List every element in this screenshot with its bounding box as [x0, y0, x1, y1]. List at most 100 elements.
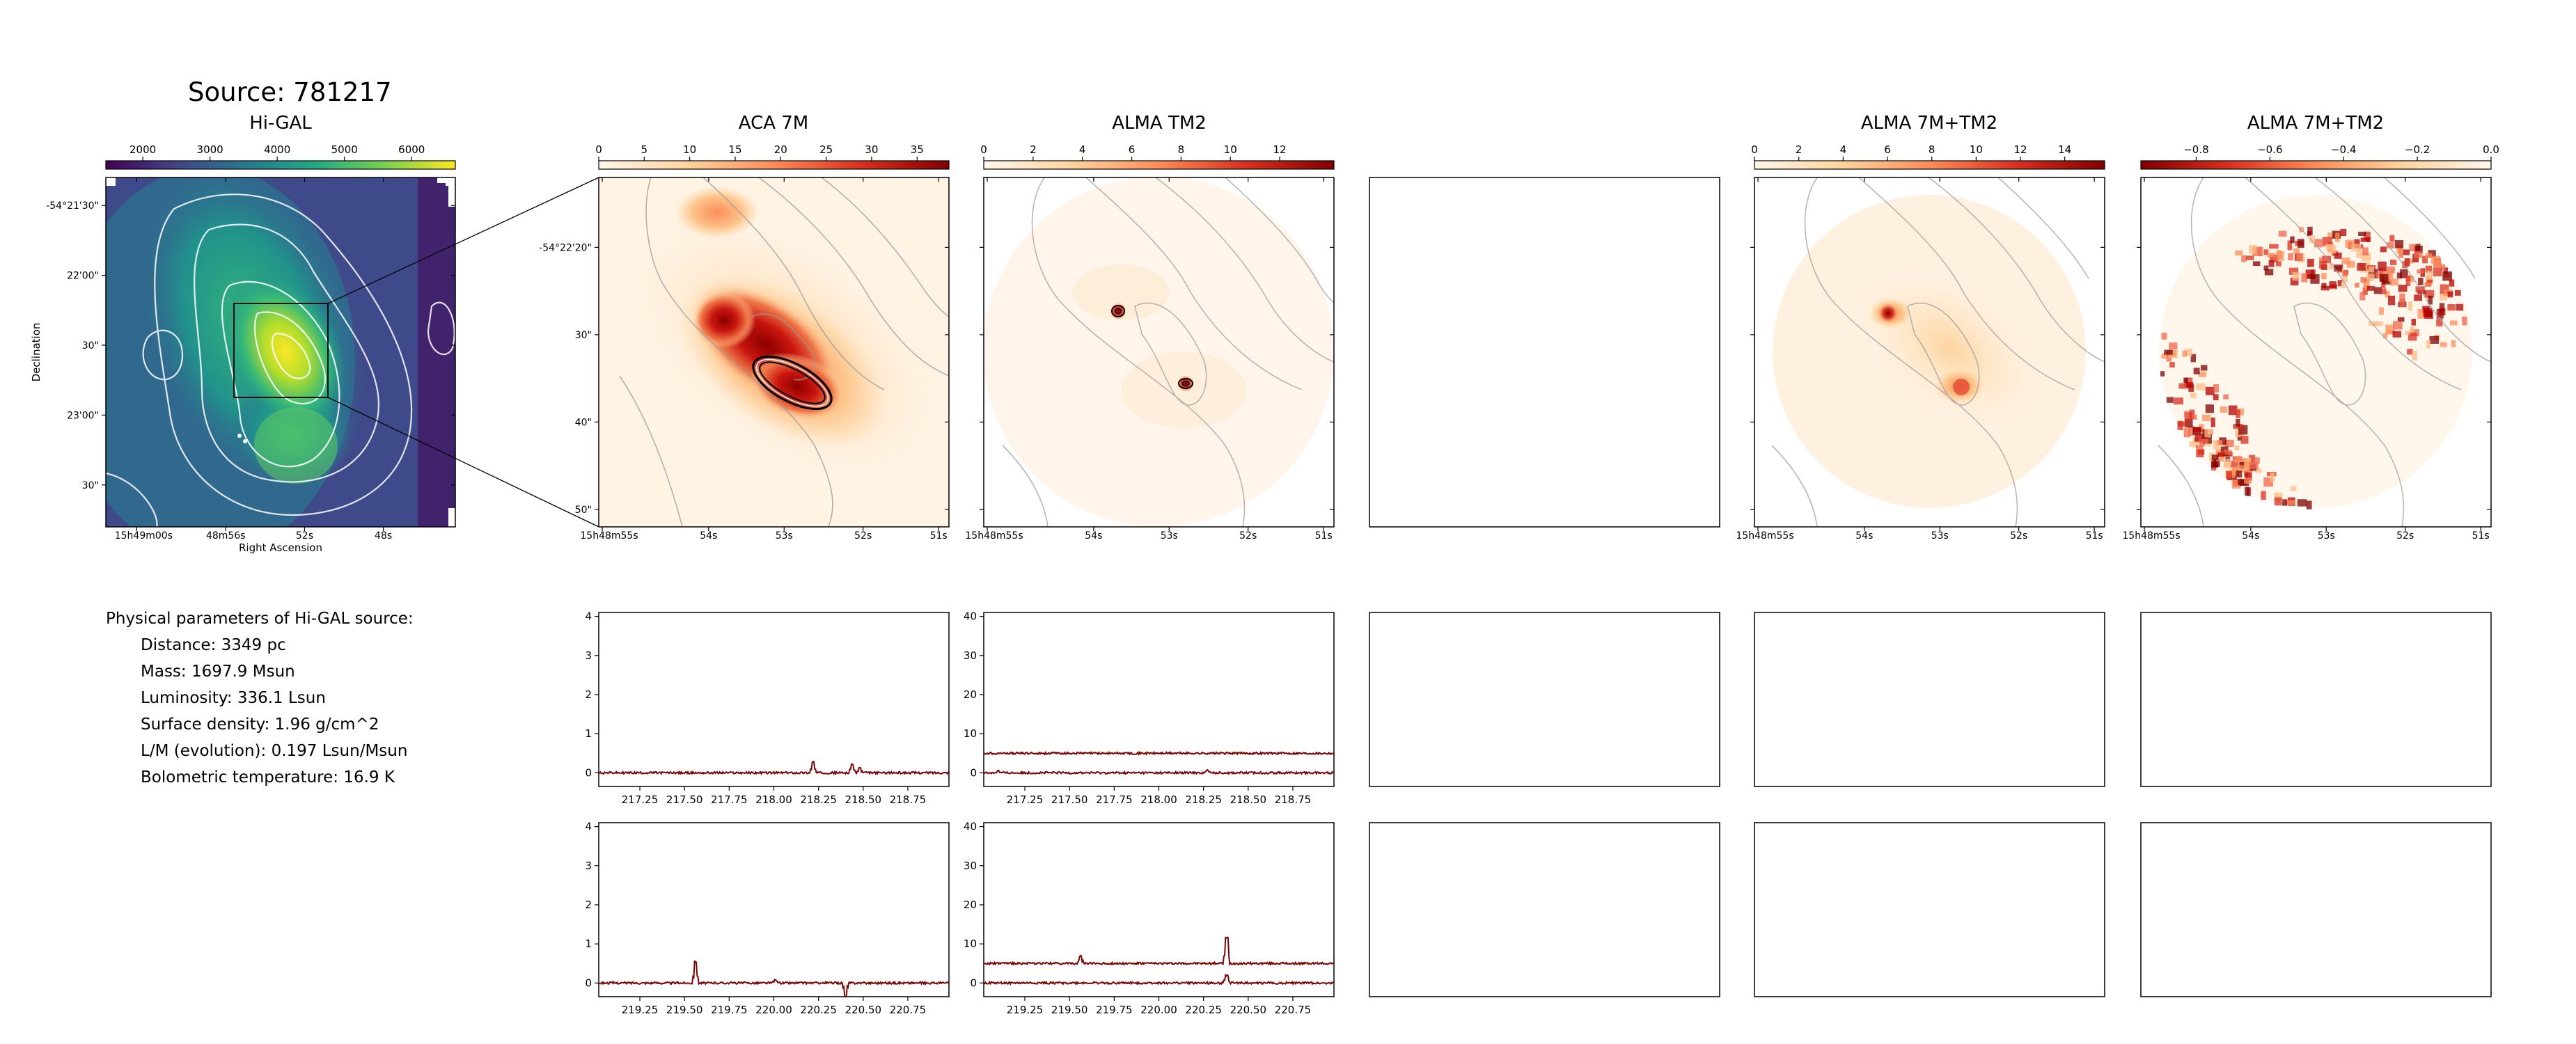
alpha-pixel — [2204, 429, 2211, 438]
alpha-pixel — [2224, 450, 2232, 455]
alpha-pixel — [2456, 303, 2464, 311]
alpha-pixel — [2309, 235, 2315, 244]
param-evolution: L/M (evolution): 0.197 Lsun/Msun — [141, 742, 408, 760]
alpha-pixel — [2440, 342, 2447, 347]
alpha-pixel — [2263, 249, 2269, 255]
y-tick-label: 40 — [964, 610, 977, 623]
alpha-pixel — [2205, 386, 2215, 395]
alpha-pixel — [2373, 322, 2384, 326]
alpha-pixel — [2282, 499, 2288, 506]
alpha-pixel — [2270, 472, 2275, 482]
alpha-pixel — [2321, 273, 2327, 280]
alpha-pixel — [2399, 299, 2405, 308]
alpha-pixel — [2305, 269, 2314, 279]
y-tick-label: 50" — [575, 505, 592, 516]
alpha-pixel — [2224, 439, 2234, 448]
alpha-pixel — [2451, 340, 2456, 347]
alpha-pixel — [2429, 335, 2440, 344]
alpha-pixel — [2440, 264, 2446, 271]
alpha-pixel — [2378, 307, 2384, 315]
alpha-pixel — [2254, 457, 2260, 464]
alpha-pixel — [2399, 293, 2405, 302]
y-tick-label: 3 — [585, 860, 592, 872]
physical-parameters: Physical parameters of Hi-GAL source: Di… — [106, 606, 414, 791]
alpha-pixel — [2184, 411, 2189, 418]
colorbar-tick-label: 0 — [595, 143, 602, 156]
x-tick-label: 220.75 — [890, 1004, 927, 1016]
alpha-pixel — [2366, 274, 2375, 281]
colorbar-tick-label: 4000 — [264, 143, 290, 156]
alpha-pixel — [2224, 458, 2232, 466]
x-tick-label: 219.50 — [666, 1004, 703, 1016]
alpha-pixel — [2329, 281, 2337, 289]
y-ticks — [1750, 246, 2105, 510]
alpha-pixel — [2184, 349, 2192, 356]
colorbar-tick-label: 4 — [1079, 143, 1086, 156]
alpha-pixel — [2252, 261, 2261, 267]
y-ticks — [2137, 246, 2491, 510]
alpha-pixel — [2412, 253, 2419, 262]
alpha-pixel — [2436, 319, 2443, 326]
alpha-pixel — [2462, 316, 2467, 326]
x-tick-label: 220.50 — [1230, 1004, 1267, 1016]
tm2-map: 15h48m55s 54s 53s 52s 51s — [965, 177, 1335, 541]
empty-spectrum-panel — [1369, 822, 1720, 997]
alpha-pixel — [2414, 251, 2423, 258]
spectrum-series-overlay — [983, 752, 1335, 755]
y-tick-label: 30" — [575, 330, 592, 341]
colorbar-tick-label: 2000 — [129, 143, 156, 156]
alpha-pixel — [2378, 261, 2387, 271]
alpha-pixel — [2213, 394, 2219, 401]
alpha-pixel — [2357, 262, 2367, 271]
x-tick-label: 217.75 — [1096, 793, 1133, 806]
x-tick-label: 52s — [2396, 530, 2414, 541]
alpha-pixel — [2423, 308, 2432, 318]
higal-contours — [106, 193, 455, 527]
panel-title-higal: Hi-GAL — [249, 113, 312, 134]
alpha-pixel — [2205, 404, 2214, 413]
x-tick-label: 48m56s — [206, 530, 246, 541]
alpha-pixel — [2245, 255, 2254, 260]
x-tick-label: 217.50 — [666, 793, 703, 806]
alpha-pixel — [2425, 265, 2433, 273]
alpha-pixel — [2354, 239, 2360, 248]
alpha-pixel — [2244, 477, 2252, 484]
x-tick-label: 53s — [2318, 530, 2335, 541]
alpha-pixel — [2389, 260, 2397, 265]
x-ticks: 15h48m55s 54s 53s 52s 51s — [2122, 177, 2490, 541]
alpha-pixel — [2439, 293, 2448, 301]
alpha-pixel — [2161, 353, 2167, 359]
spectrum-aca-row1: 217.25 217.50 217.75 218.00 218.25 218.50 218.… — [585, 610, 950, 806]
alpha-pixel — [2386, 330, 2396, 335]
x-tick-label: 219.25 — [1007, 1004, 1044, 1016]
alpha-pixel — [2234, 457, 2243, 464]
alpha-pixel — [2249, 454, 2256, 464]
alpha-pixel — [2254, 468, 2262, 473]
alpha-pixel — [2285, 500, 2295, 505]
alpha-pixel — [2240, 458, 2249, 464]
colorbar-tick-label: 12 — [1273, 143, 1287, 156]
alpha-pixel — [2319, 260, 2327, 269]
colorbar-tick-label: 14 — [2058, 143, 2071, 156]
alpha-pixel — [2449, 320, 2458, 326]
alpha-pixel — [2447, 304, 2456, 311]
alpha-pixel — [2408, 332, 2417, 341]
y-tick-label: 1 — [585, 938, 592, 950]
alpha-pixel — [2228, 405, 2238, 416]
x-tick-label: 218.00 — [1140, 793, 1177, 806]
alpha-pixel — [2168, 349, 2178, 358]
empty-spectrum-panel — [1754, 612, 2105, 787]
alpha-pixel — [2223, 394, 2229, 400]
alpha-pixel — [2414, 294, 2423, 301]
alpha-pixel — [2418, 278, 2424, 285]
alpha-pixel — [2424, 282, 2431, 287]
alpha-pixel — [2360, 237, 2370, 242]
aca7m-map: 15h48m55s 54s 53s 52s 51s -54°22'20" 30" 40" 50… — [539, 177, 950, 541]
alpha-pixel — [2359, 292, 2366, 301]
alpha-pixel — [2277, 251, 2284, 261]
panel-title-tm2: ALMA TM2 — [1112, 113, 1207, 134]
colorbar-ticks: 0 2 4 6 8 10 12 14 — [1751, 143, 2071, 161]
colorbar-tick-label: −0.6 — [2257, 143, 2282, 156]
alpha-pixel — [2199, 438, 2208, 444]
alpha-pixel — [2239, 462, 2245, 469]
